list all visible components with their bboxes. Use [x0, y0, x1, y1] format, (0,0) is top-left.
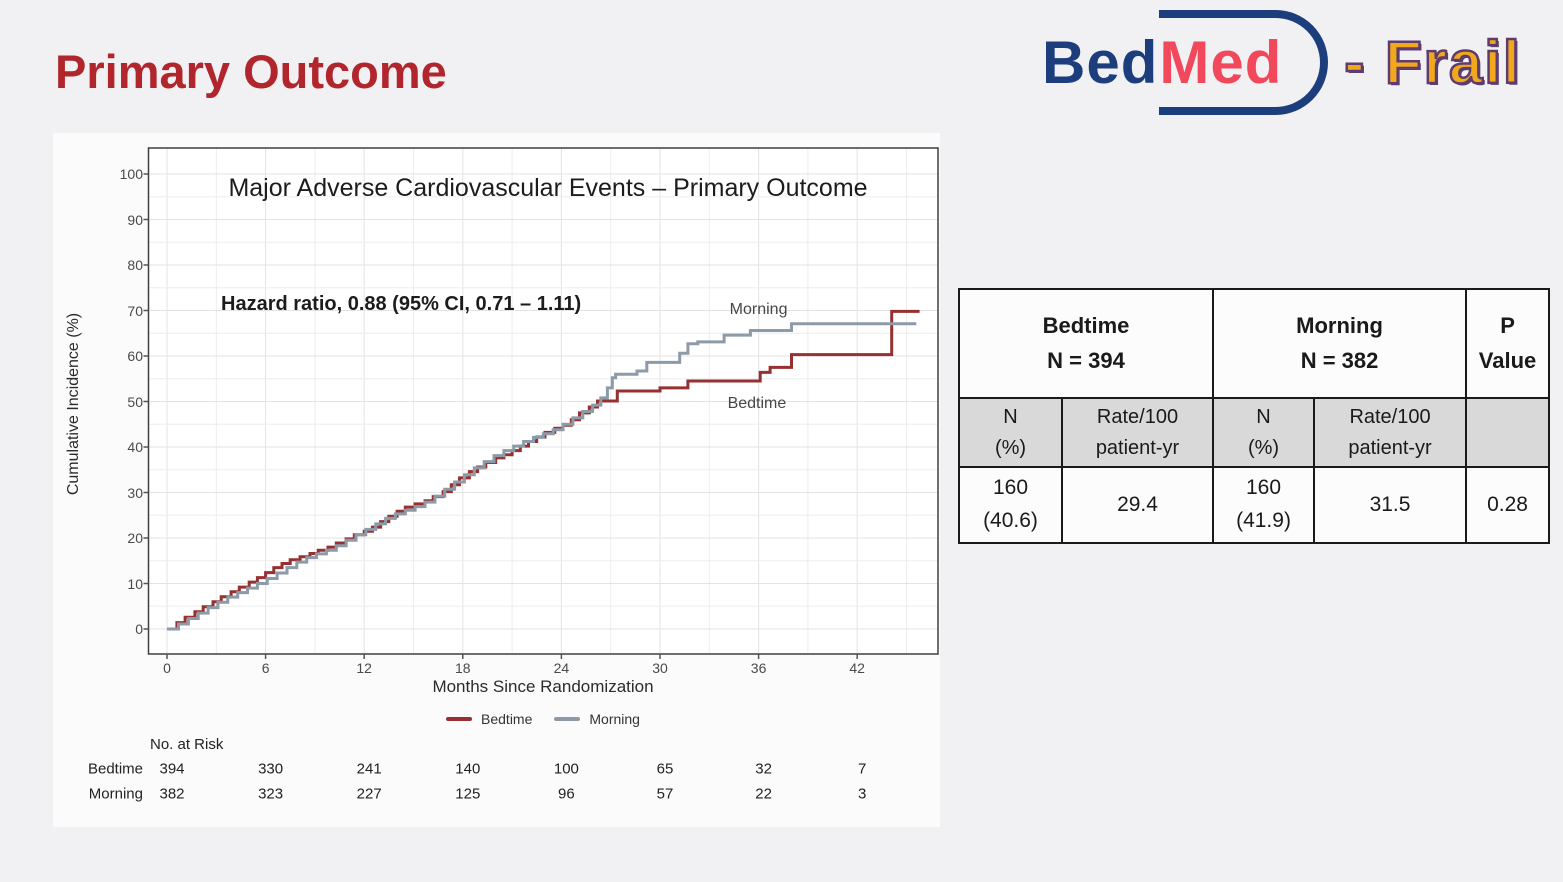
y-tick-label: 50 [127, 393, 143, 410]
x-tick-label: 36 [750, 660, 767, 676]
y-tick-label: 0 [135, 621, 143, 637]
y-tick-label: 90 [127, 211, 143, 228]
results-subheader-morning-rate: Rate/100 patient-yr [1313, 397, 1468, 468]
legend-item-morning: Morning [554, 711, 640, 727]
results-table: Bedtime N = 394 Morning N = 382 P Value … [957, 288, 1551, 544]
morning-curve [167, 322, 917, 631]
logo-frail-text: - Frail [1343, 28, 1522, 98]
page-title: Primary Outcome [55, 45, 447, 98]
risk-value: 323 [258, 785, 284, 803]
y-tick-label: 20 [127, 530, 143, 546]
legend-item-bedtime: Bedtime [446, 711, 532, 727]
y-axis-title: Cumulative Incidence (%) [65, 312, 82, 496]
risk-value: 382 [159, 785, 185, 803]
risk-value: 125 [455, 785, 481, 803]
x-tick-label: 42 [849, 660, 865, 676]
results-value-bedtime-rate: 29.4 [1060, 466, 1215, 544]
legend-label: Bedtime [481, 711, 533, 727]
y-tick-label: 10 [127, 575, 143, 592]
x-tick-label: 12 [356, 660, 372, 676]
y-tick-label: 40 [127, 439, 143, 455]
logo-med-text: Med [1159, 29, 1283, 96]
risk-value: 241 [356, 760, 382, 778]
results-value-bedtime-n: 160 (40.6) [958, 466, 1063, 544]
risk-row-label: Morning [88, 785, 143, 803]
risk-value: 100 [553, 760, 579, 778]
risk-value: 65 [656, 760, 674, 778]
chart-legend: Bedtime Morning [446, 711, 640, 727]
results-subheader-empty [1465, 397, 1551, 468]
risk-value: 227 [356, 785, 382, 803]
results-subheader-bedtime-n: N (%) [958, 397, 1063, 468]
chart-title: Major Adverse Cardiovascular Events – Pr… [228, 174, 868, 202]
results-subheader-bedtime-rate: Rate/100 patient-yr [1060, 397, 1215, 468]
results-header-morning: Morning N = 382 [1212, 288, 1468, 399]
risk-value: 57 [656, 785, 674, 803]
results-header-pvalue: P Value [1465, 288, 1551, 399]
x-tick-label: 0 [163, 660, 171, 676]
y-tick-label: 30 [127, 484, 143, 501]
x-tick-label: 24 [553, 660, 570, 676]
results-header-bedtime: Bedtime N = 394 [957, 288, 1215, 399]
y-tick-label: 60 [127, 348, 143, 364]
results-value-pvalue: 0.28 [1465, 466, 1551, 544]
risk-value: 394 [159, 760, 185, 778]
results-subheader-morning-n: N (%) [1212, 397, 1316, 468]
hazard-ratio-annotation: Hazard ratio, 0.88 (95% CI, 0.71 – 1.11) [221, 293, 582, 315]
legend-swatch-bedtime [446, 717, 473, 721]
km-chart-card: Major Adverse Cardiovascular Events – Pr… [53, 133, 940, 827]
y-tick-label: 80 [127, 257, 143, 273]
risk-value: 3 [858, 785, 867, 803]
results-value-morning-n: 160 (41.9) [1212, 466, 1316, 544]
y-tick-label: 100 [119, 166, 143, 182]
risk-value: 22 [755, 785, 772, 803]
y-tick-label: 70 [127, 302, 143, 319]
cumulative-incidence-plot [143, 147, 939, 659]
risk-row-label: Bedtime [87, 760, 143, 778]
risk-value: 96 [558, 785, 575, 803]
morning-curve-label: Morning [729, 300, 788, 318]
logo-capsule-shape: Med [1159, 10, 1329, 115]
results-value-morning-rate: 31.5 [1313, 466, 1468, 544]
x-tick-label: 18 [454, 660, 471, 676]
bedtime-curve-label: Bedtime [727, 394, 787, 412]
x-tick-label: 30 [652, 660, 668, 676]
legend-label: Morning [589, 711, 640, 727]
risk-value: 32 [755, 760, 772, 778]
legend-swatch-morning [554, 717, 581, 721]
logo-bed-text: Bed [1042, 29, 1159, 96]
bedmed-frail-logo: Bed Med - Frail [1042, 10, 1522, 115]
risk-value: 330 [258, 760, 284, 778]
risk-value: 140 [455, 760, 481, 778]
x-tick-label: 6 [261, 660, 270, 676]
x-axis-title: Months Since Randomization [432, 677, 654, 696]
risk-value: 7 [858, 760, 867, 778]
number-at-risk-title: No. at Risk [150, 736, 224, 753]
